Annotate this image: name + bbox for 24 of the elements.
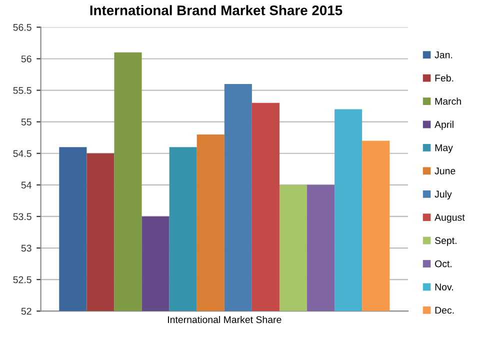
legend-label: April [434,120,454,130]
y-tick-label: 56 [21,55,32,62]
y-tick-label: 52.5 [13,276,32,284]
chart-title: International Brand Market Share 2015 [90,5,342,16]
x-tick-label: International Market Share [168,316,282,324]
y-tick-label: 53.5 [13,213,32,220]
y-tick-label: 54 [21,182,32,189]
y-tick-label: 55.5 [13,87,32,94]
y-tick-label: 54.5 [13,150,32,157]
legend-label: June [434,168,456,174]
legend-label: Jan. [434,52,452,58]
legend-label: March [435,98,461,105]
y-tick-label: 52 [21,308,32,315]
legend-label: Sept. [435,237,456,246]
legend-label: August [434,214,465,223]
y-tick-label: 53 [21,244,32,252]
legend-label: Oct. [435,260,452,268]
y-tick-label: 56.5 [13,24,32,31]
legend-label: May [435,144,453,154]
legend-label: Nov. [435,284,453,290]
legend-label: Dec. [435,306,454,314]
y-tick-label: 55 [21,118,32,126]
legend-label: Feb. [435,74,454,82]
legend-label: July [434,190,452,200]
